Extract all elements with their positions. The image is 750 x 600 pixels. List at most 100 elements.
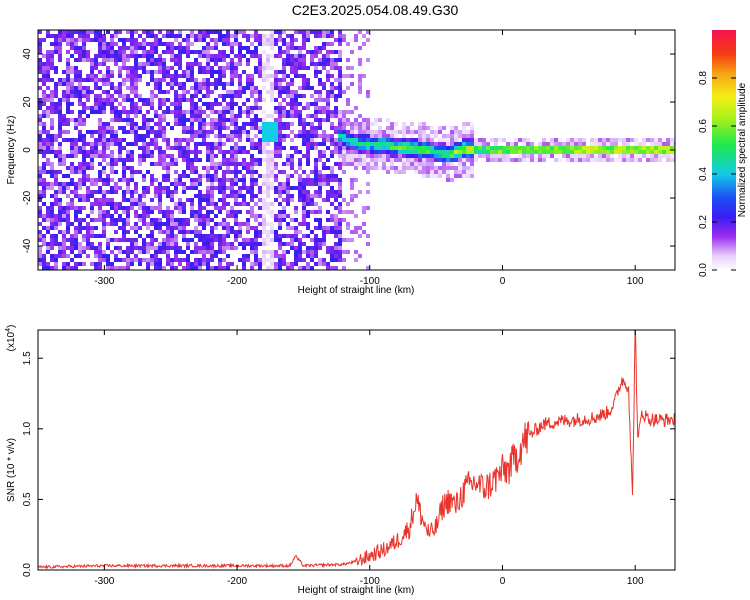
heatmap-cell (470, 126, 474, 130)
heatmap-cell (50, 226, 54, 230)
heatmap-cell (202, 34, 206, 38)
heatmap-cell (58, 154, 62, 158)
heatmap-cell (98, 218, 102, 222)
heatmap-cell (314, 202, 318, 206)
heatmap-cell (142, 50, 146, 54)
heatmap-cell (174, 246, 178, 250)
heatmap-cell (262, 78, 266, 82)
heatmap-cell (358, 150, 362, 154)
heatmap-cell (166, 234, 170, 238)
heatmap-cell (418, 170, 422, 174)
heatmap-cell (202, 122, 206, 126)
heatmap-cell (446, 154, 450, 158)
heatmap-cell (330, 86, 334, 90)
heatmap-cell (466, 158, 470, 162)
heatmap-cell (254, 158, 258, 162)
heatmap-cell (158, 82, 162, 86)
heatmap-cell (350, 74, 354, 78)
heatmap-cell (50, 194, 54, 198)
heatmap-cell (58, 198, 62, 202)
heatmap-cell (166, 90, 170, 94)
heatmap-cell (302, 54, 306, 58)
heatmap-cell (226, 66, 230, 70)
heatmap-cell (350, 126, 354, 130)
heatmap-cell (346, 210, 350, 214)
heatmap-cell (350, 210, 354, 214)
heatmap-cell (122, 198, 126, 202)
heatmap-cell (98, 46, 102, 50)
heatmap-cell (310, 238, 314, 242)
heatmap-cell (314, 114, 318, 118)
heatmap-cell (206, 122, 210, 126)
heatmap-cell (366, 182, 370, 186)
heatmap-cell (202, 226, 206, 230)
heatmap-cell (66, 122, 70, 126)
y-tick-label: 20 (22, 96, 33, 108)
heatmap-cell (334, 58, 338, 62)
heatmap-cell (342, 74, 346, 78)
heatmap-cell (202, 102, 206, 106)
heatmap-cell (298, 266, 302, 270)
heatmap-cell (454, 150, 458, 154)
x-tick-label: -300 (94, 276, 114, 287)
figure-title: C2E3.2025.054.08.49.G30 (291, 2, 459, 18)
heatmap-cell (338, 82, 342, 86)
heatmap-cell (90, 178, 94, 182)
heatmap-cell (430, 146, 434, 150)
heatmap-cell (578, 158, 582, 162)
heatmap-cell (126, 206, 130, 210)
heatmap-cell (58, 158, 62, 162)
x-tick-label: -200 (227, 576, 247, 587)
heatmap-cell (358, 114, 362, 118)
heatmap-cell (306, 222, 310, 226)
heatmap-cell (114, 170, 118, 174)
heatmap-cell (314, 54, 318, 58)
heatmap-cell (58, 114, 62, 118)
heatmap-cell (550, 146, 554, 150)
heatmap-cell (118, 206, 122, 210)
heatmap-cell (82, 146, 86, 150)
heatmap-cell (38, 138, 42, 142)
heatmap-cell (134, 142, 138, 146)
heatmap-cell (390, 138, 394, 142)
heatmap-cell (138, 42, 142, 46)
heatmap-cell (46, 106, 50, 110)
heatmap-cell (58, 142, 62, 146)
heatmap-cell (330, 186, 334, 190)
heatmap-cell (398, 158, 402, 162)
heatmap-cell (158, 130, 162, 134)
heatmap-cell (658, 138, 662, 142)
heatmap-cell (230, 70, 234, 74)
heatmap-cell (46, 230, 50, 234)
heatmap-cell (374, 150, 378, 154)
heatmap-cell (202, 258, 206, 262)
heatmap-cell (326, 54, 330, 58)
heatmap-cell (210, 110, 214, 114)
heatmap-cell (82, 154, 86, 158)
heatmap-cell (170, 58, 174, 62)
heatmap-cell (306, 214, 310, 218)
heatmap-cell (262, 142, 266, 146)
heatmap-cell (342, 122, 346, 126)
heatmap-cell (426, 158, 430, 162)
heatmap-cell (342, 130, 346, 134)
heatmap-cell (78, 222, 82, 226)
heatmap-cell (38, 70, 42, 74)
heatmap-cell (610, 154, 614, 158)
heatmap-cell (98, 162, 102, 166)
heatmap-cell (122, 106, 126, 110)
heatmap-cell (226, 246, 230, 250)
heatmap-cell (122, 146, 126, 150)
heatmap-cell (86, 58, 90, 62)
heatmap-cell (494, 142, 498, 146)
heatmap-cell (614, 158, 618, 162)
heatmap-cell (322, 258, 326, 262)
heatmap-cell (298, 134, 302, 138)
heatmap-cell (218, 58, 222, 62)
heatmap-cell (610, 138, 614, 142)
heatmap-cell (82, 42, 86, 46)
heatmap-cell (166, 74, 170, 78)
snr-plot-area (38, 330, 675, 570)
heatmap-cell (50, 118, 54, 122)
heatmap-cell (234, 90, 238, 94)
